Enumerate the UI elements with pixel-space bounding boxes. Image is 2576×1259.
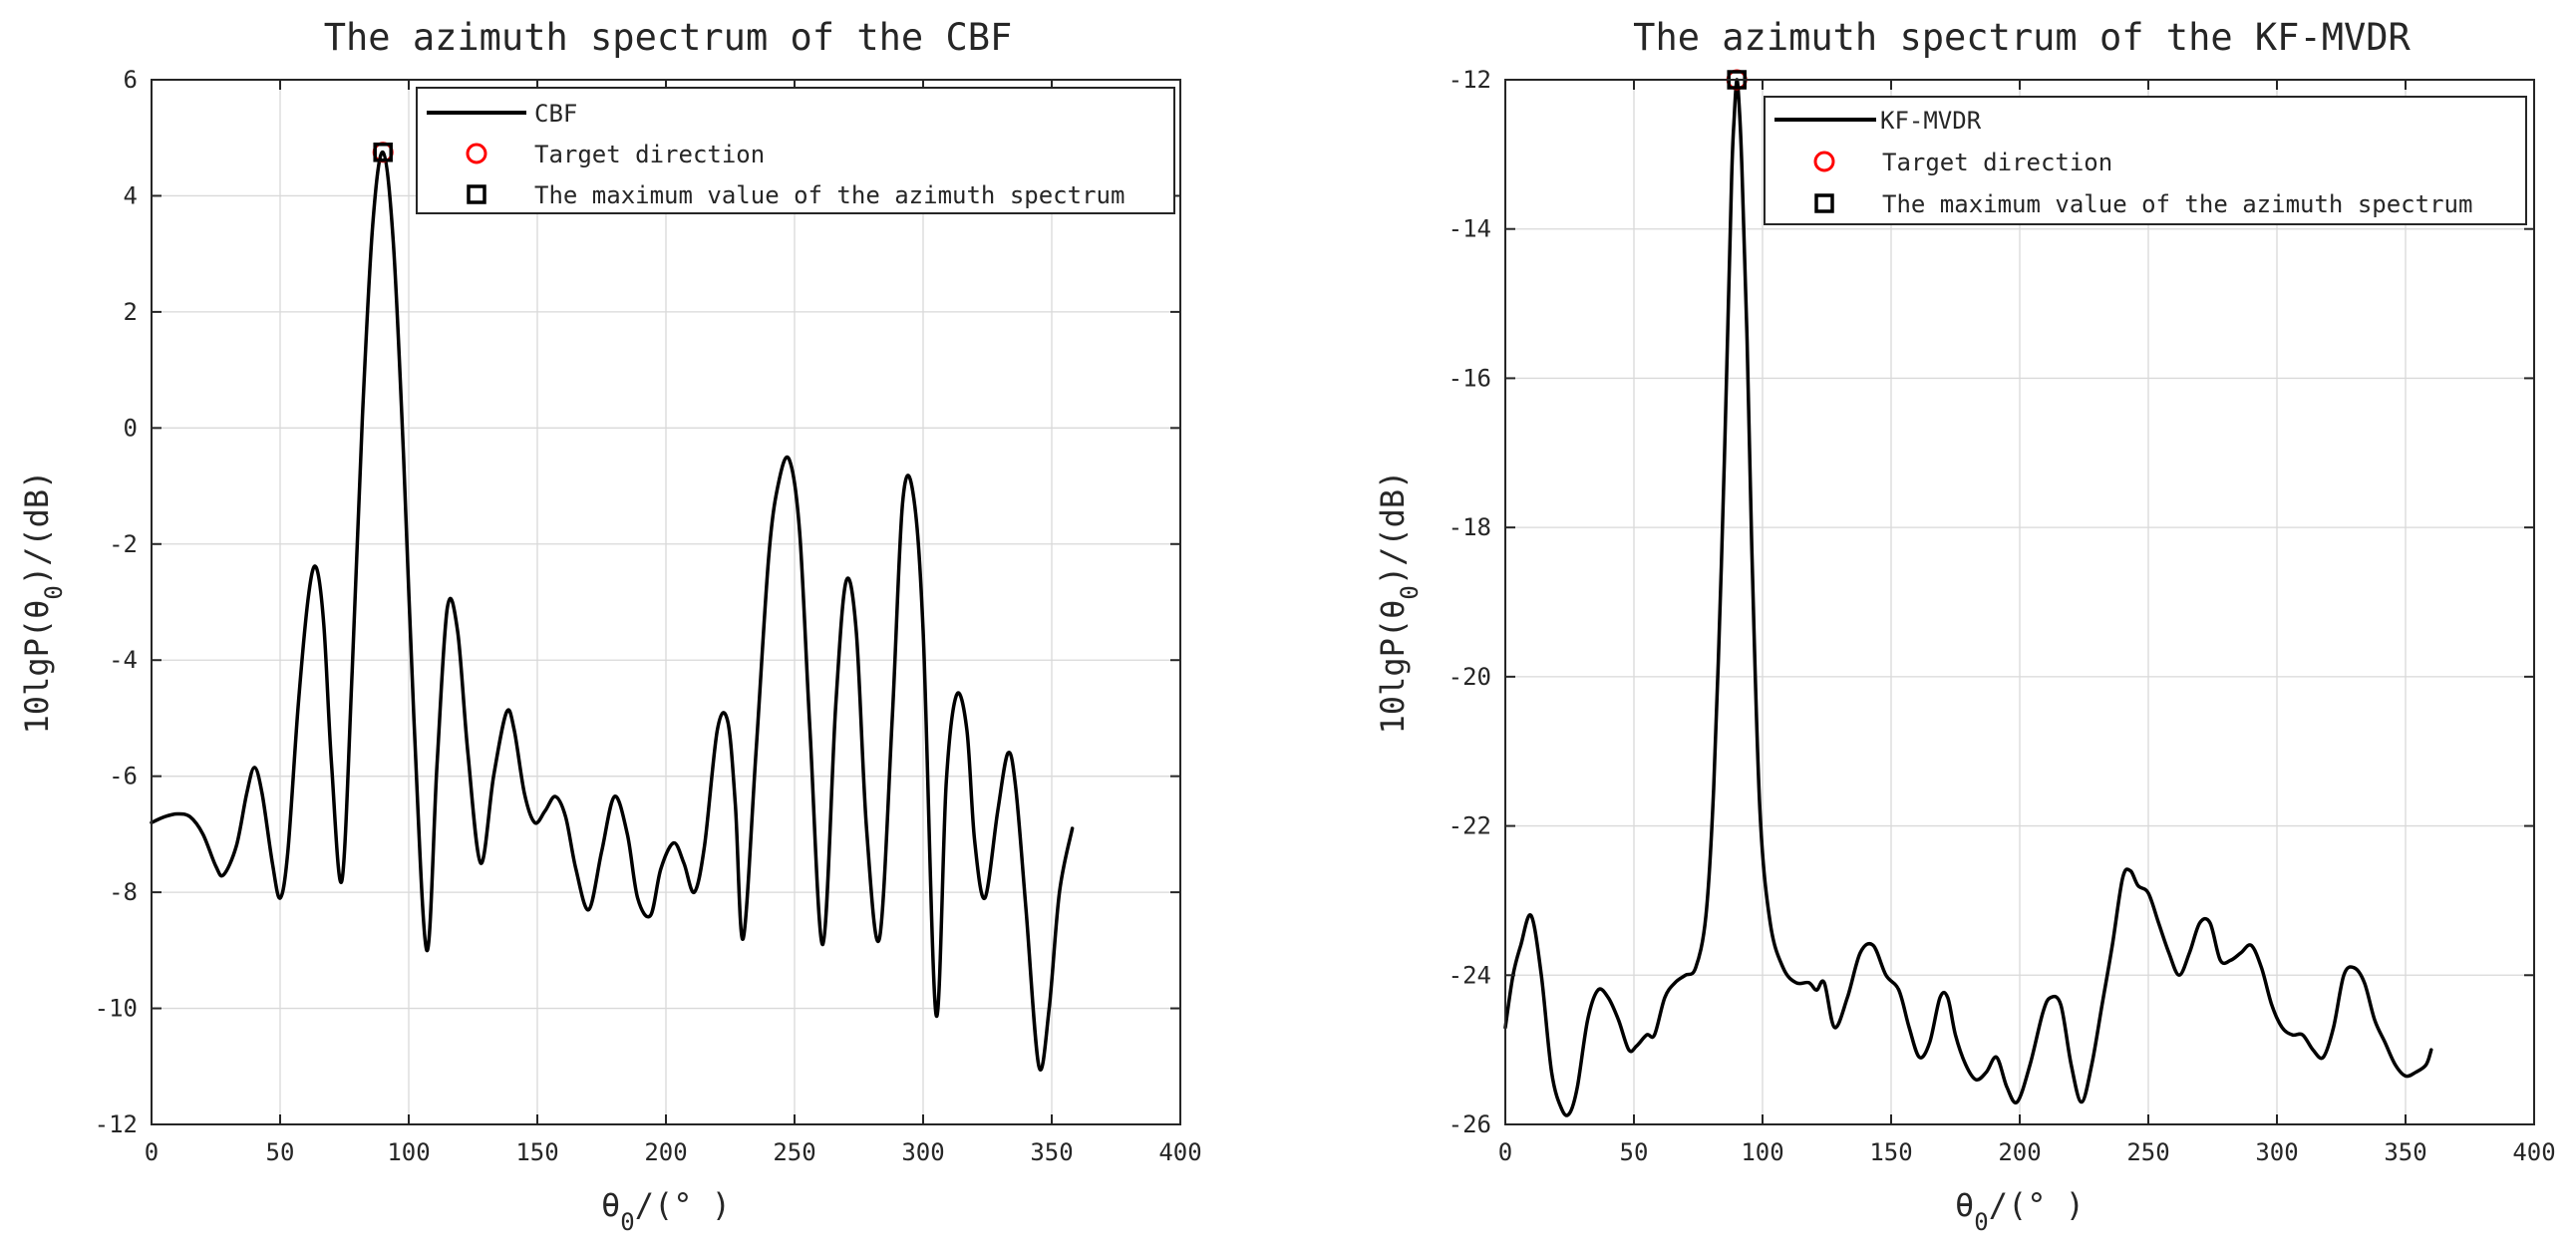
legend-maximum-square-icon (467, 184, 486, 204)
chart-title: The azimuth spectrum of the KF-MVDR (1633, 16, 2411, 59)
x-tick-label: 300 (901, 1138, 944, 1166)
y-tick-label: 4 (124, 181, 138, 209)
legend-series-label: CBF (534, 100, 577, 128)
x-tick-label: 50 (266, 1138, 295, 1166)
x-tick-label: 400 (2512, 1138, 2555, 1166)
x-tick-label: 150 (1869, 1138, 1912, 1166)
series-line (1503, 78, 2433, 1117)
legend-target-circle-icon (1813, 151, 1835, 172)
y-tick-label: 6 (124, 66, 138, 94)
legend-maximum-square-icon (1814, 193, 1834, 213)
legend-box (1764, 96, 2527, 225)
y-tick-label: -14 (1449, 215, 1491, 243)
x-tick-label: 100 (1741, 1138, 1783, 1166)
x-tick-label: 0 (1498, 1138, 1512, 1166)
x-tick-label: 200 (1998, 1138, 2041, 1166)
x-tick-labels: 0 50 100 150 200 250 300 350 400 (145, 80, 1202, 1166)
legend-target-label: Target direction (534, 141, 765, 168)
legend-maximum-label: The maximum value of the azimuth spectru… (1882, 190, 2472, 218)
y-tick-label: 0 (124, 414, 138, 442)
grid (152, 80, 1180, 1124)
cbf-chart-panel: The azimuth spectrum of the CBF 0 50 100 15… (18, 16, 1202, 1236)
x-tick-label: 400 (1158, 1138, 1201, 1166)
x-tick-label: 250 (2126, 1138, 2169, 1166)
x-tick-label: 100 (387, 1138, 430, 1166)
y-tick-label: -2 (109, 530, 138, 558)
x-tick-label: 0 (145, 1138, 159, 1166)
legend: CBF Target direction The maximum value o… (416, 87, 1175, 214)
legend: KF-MVDR Target direction The maximum val… (1764, 96, 2527, 225)
y-tick-label: -20 (1449, 663, 1491, 691)
x-tick-label: 50 (1620, 1138, 1649, 1166)
y-tick-label: -24 (1449, 961, 1491, 989)
x-axis-label: θ0/(° ) (601, 1186, 731, 1236)
x-tick-label: 150 (515, 1138, 558, 1166)
y-tick-label: 2 (124, 298, 138, 326)
x-tick-label: 350 (1030, 1138, 1073, 1166)
series-layer (150, 142, 1075, 1072)
y-tick-label: -4 (109, 646, 138, 674)
legend-box (416, 87, 1175, 214)
y-tick-label: -12 (95, 1110, 138, 1138)
y-tick-label: -8 (109, 878, 138, 906)
y-tick-label: -12 (1449, 66, 1491, 94)
y-tick-label: -18 (1449, 513, 1491, 541)
x-tick-label: 350 (2384, 1138, 2426, 1166)
legend-series-label: KF-MVDR (1880, 107, 1982, 135)
y-tick-label: -16 (1449, 364, 1491, 392)
legend-target-label: Target direction (1882, 149, 2112, 176)
y-tick-label: -22 (1449, 812, 1491, 840)
chart-title: The azimuth spectrum of the CBF (324, 16, 1013, 59)
x-axis-label: θ0/(° ) (1955, 1186, 2085, 1236)
x-tick-label: 250 (773, 1138, 815, 1166)
x-tick-labels: 0 50 100 150 200 250 300 350 400 (1498, 80, 2556, 1166)
legend-maximum-label: The maximum value of the azimuth spectru… (534, 181, 1125, 209)
y-tick-label: -10 (95, 995, 138, 1023)
maximum-value-marker (373, 143, 393, 162)
series-line (150, 151, 1075, 1072)
x-tick-label: 200 (644, 1138, 687, 1166)
series-layer (1503, 69, 2433, 1117)
y-tick-labels: -26 -24 -22 -20 -18 -16 -14 -12 (1449, 66, 2534, 1138)
kf-mvdr-chart-panel: The azimuth spectrum of the KF-MVDR 0 50 1… (1374, 16, 2556, 1236)
grid (1505, 80, 2534, 1124)
y-tick-label: -26 (1449, 1110, 1491, 1138)
y-axis-label: 10lgP(θ0)/(dB) (18, 471, 68, 735)
y-tick-label: -6 (109, 763, 138, 790)
y-axis-label: 10lgP(θ0)/(dB) (1374, 471, 1424, 735)
x-tick-label: 300 (2255, 1138, 2298, 1166)
y-tick-labels: -12 -10 -8 -6 -4 -2 0 2 4 6 (95, 66, 1180, 1138)
legend-target-circle-icon (466, 143, 487, 164)
